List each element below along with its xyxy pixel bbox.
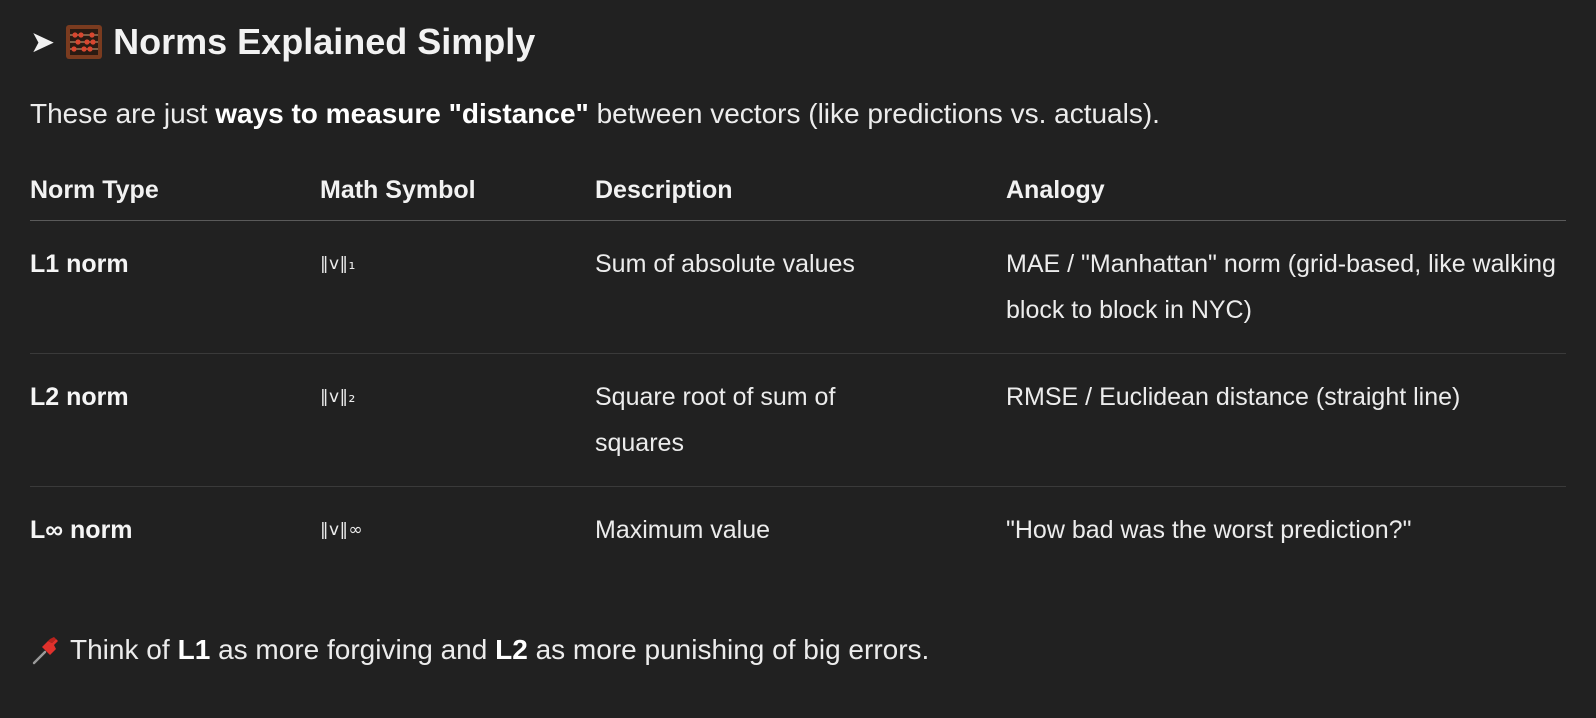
norm-description: Sum of absolute values: [595, 250, 855, 278]
abacus-icon: [65, 24, 103, 60]
intro-text-after: between vectors (like predictions vs. ac…: [588, 98, 1160, 129]
arrow-icon: ➤: [30, 25, 56, 59]
norm-analogy: "How bad was the worst prediction?": [1006, 516, 1412, 544]
norm-description: Square root of sum of squares: [595, 383, 836, 457]
norm-analogy: RMSE / Euclidean distance (straight line…: [1006, 383, 1461, 411]
norms-table: Norm Type Math Symbol Description Analog…: [30, 160, 1566, 573]
intro-text-before: These are just: [30, 98, 216, 129]
intro-bold-text: ways to measure "distance": [215, 98, 589, 129]
tip-note: Think of L1 as more forgiving and L2 as …: [30, 630, 929, 670]
norm-name: L2 norm: [30, 383, 129, 411]
norm-description: Maximum value: [595, 516, 771, 544]
table-header-row: Norm Type Math Symbol Description Analog…: [30, 160, 1566, 221]
note-text-3: as more punishing of big errors.: [527, 634, 930, 665]
norm-symbol: ‖v‖₂: [320, 387, 356, 407]
header-description: Description: [595, 160, 1006, 221]
norm-analogy: MAE / "Manhattan" norm (grid-based, like…: [1006, 250, 1556, 324]
table-row: L1 norm ‖v‖₁ Sum of absolute values MAE …: [30, 221, 1566, 354]
header-analogy: Analogy: [1006, 160, 1566, 221]
norm-name: L1 norm: [30, 250, 129, 278]
pushpin-icon: [30, 633, 64, 667]
header-math-symbol: Math Symbol: [320, 160, 595, 221]
section-title: Norms Explained Simply: [113, 21, 536, 62]
section-heading: ➤ Norms Explained Simply: [30, 16, 535, 68]
norm-symbol: ‖v‖₁: [320, 254, 356, 274]
note-bold-l1: L1: [177, 634, 211, 665]
table-row: L2 norm ‖v‖₂ Square root of sum of squar…: [30, 354, 1566, 487]
header-norm-type: Norm Type: [30, 160, 320, 221]
note-bold-l2: L2: [495, 634, 528, 665]
norm-name: L∞ norm: [30, 516, 133, 544]
intro-paragraph: These are just ways to measure "distance…: [30, 94, 1160, 134]
note-text-2: as more forgiving and: [210, 634, 496, 665]
table-row: L∞ norm ‖v‖∞ Maximum value "How bad was …: [30, 487, 1566, 574]
note-text-1: Think of: [70, 634, 170, 665]
norm-symbol: ‖v‖∞: [320, 520, 364, 540]
